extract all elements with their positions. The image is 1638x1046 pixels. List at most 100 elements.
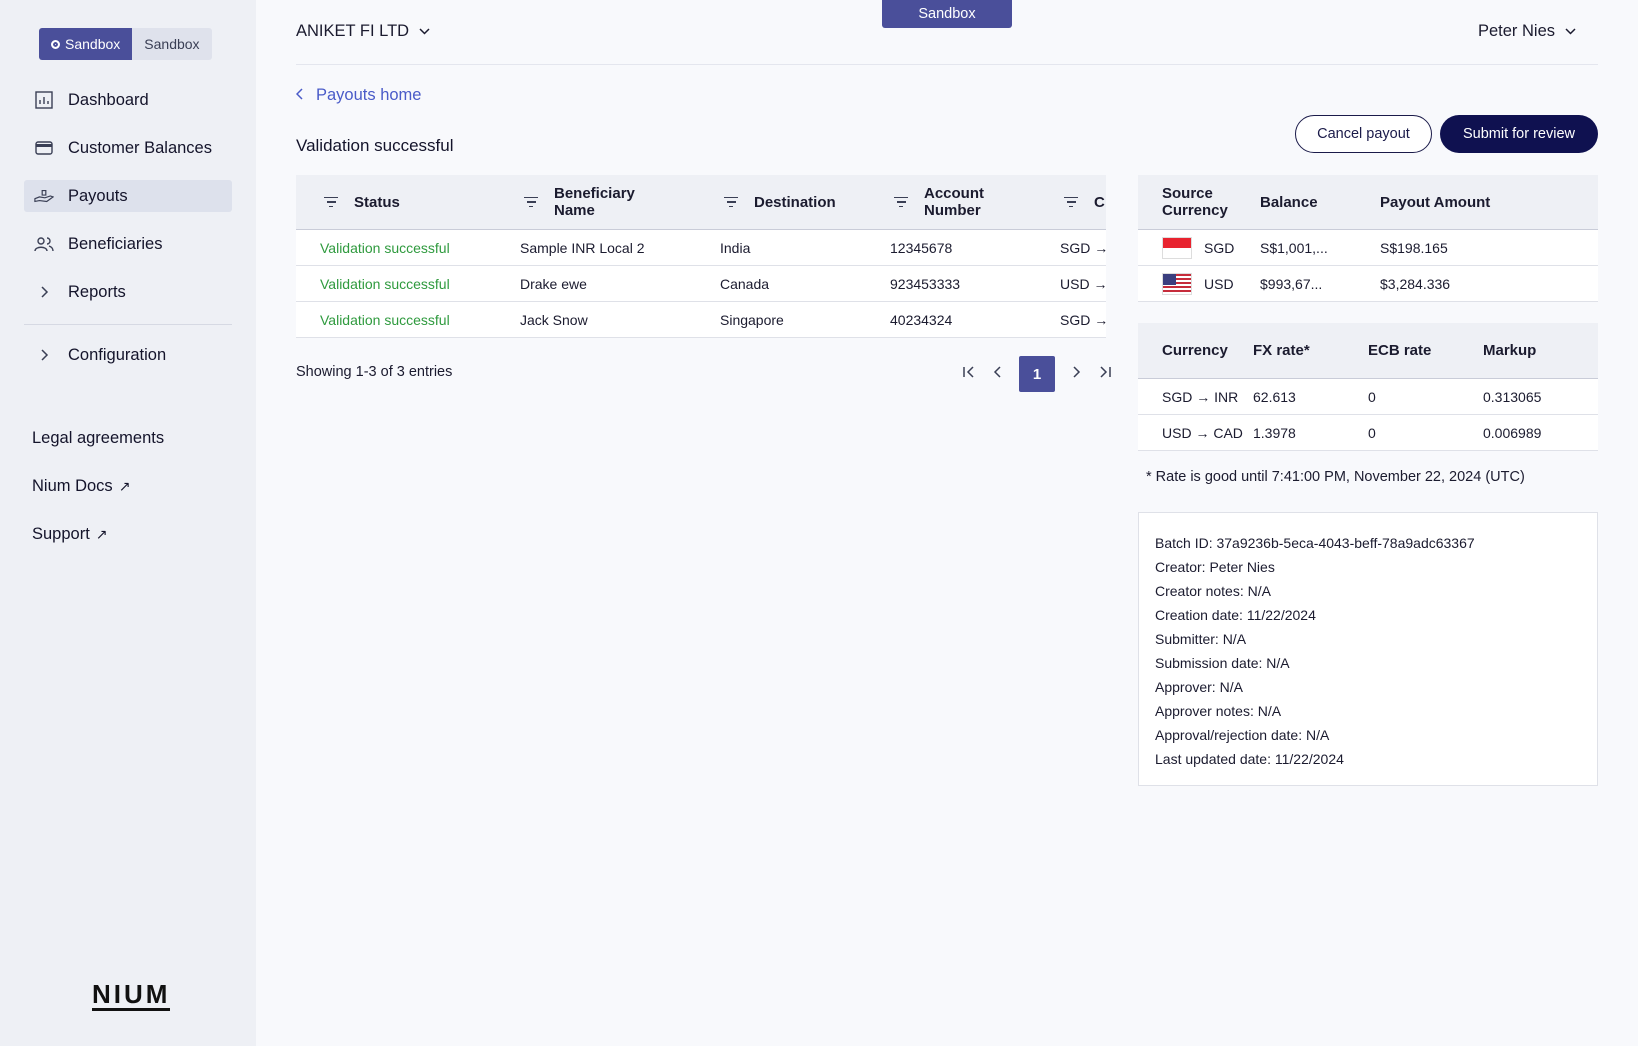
- page-title: Validation successful: [296, 136, 454, 155]
- sidebar-item-reports[interactable]: Reports: [24, 276, 232, 308]
- legal-agreements-link[interactable]: Legal agreements: [32, 414, 164, 462]
- sidebar-nav: Dashboard Customer Balances Payouts Bene…: [24, 84, 232, 387]
- rate-validity-note: * Rate is good until 7:41:00 PM, Novembe…: [1146, 469, 1525, 485]
- payouts-home-label: Payouts home: [316, 86, 422, 104]
- sidebar-item-customer-balances[interactable]: Customer Balances: [24, 132, 232, 164]
- last-page-icon[interactable]: [1091, 365, 1119, 384]
- beneficiary-cell: Jack Snow: [520, 311, 588, 328]
- payouts-home-link[interactable]: Payouts home: [295, 86, 422, 105]
- creator: Creator: Peter Nies: [1155, 559, 1275, 575]
- chevron-left-icon: [295, 87, 304, 105]
- column-header-markup: Markup: [1483, 342, 1537, 359]
- sidebar-item-beneficiaries[interactable]: Beneficiaries: [24, 228, 232, 260]
- approver: Approver: N/A: [1155, 679, 1243, 695]
- beneficiary-cell: Sample INR Local 2: [520, 239, 645, 256]
- payouts-table: Status Beneficiary Name Destination Acco…: [296, 175, 1106, 338]
- column-header-account-number[interactable]: Account Number: [866, 185, 1036, 219]
- nium-docs-label: Nium Docs: [32, 476, 113, 495]
- column-header-fx-rate: FX rate*: [1253, 342, 1310, 359]
- fx-rate-cell: 62.613: [1253, 388, 1296, 405]
- column-header-status[interactable]: Status: [296, 194, 496, 211]
- status-cell: Validation successful: [320, 239, 450, 256]
- env-option-label: Sandbox: [144, 36, 200, 52]
- column-header-beneficiary-name[interactable]: Beneficiary Name: [496, 185, 696, 219]
- environment-toggle[interactable]: Sandbox Sandbox: [39, 28, 212, 60]
- sidebar: Sandbox Sandbox Dashboard Customer Balan…: [0, 0, 256, 1046]
- filter-icon[interactable]: [1060, 196, 1082, 208]
- support-link[interactable]: Support ↗: [32, 510, 164, 558]
- column-header-label: Account Number: [924, 185, 984, 219]
- submit-for-review-button[interactable]: Submit for review: [1440, 115, 1598, 153]
- user-menu[interactable]: Peter Nies: [1478, 22, 1576, 41]
- sidebar-item-label: Customer Balances: [68, 138, 212, 157]
- destination-cell: Canada: [720, 275, 770, 292]
- column-header-label: C: [1094, 193, 1105, 211]
- nium-docs-link[interactable]: Nium Docs ↗: [32, 462, 164, 510]
- current-page-button[interactable]: 1: [1019, 356, 1055, 392]
- sidebar-item-payouts[interactable]: Payouts: [24, 180, 232, 212]
- filter-icon[interactable]: [890, 196, 912, 208]
- last-updated-date: Last updated date: 11/22/2024: [1155, 751, 1344, 767]
- column-header-label: Status: [354, 193, 400, 211]
- sidebar-item-dashboard[interactable]: Dashboard: [24, 84, 232, 116]
- first-page-icon[interactable]: [955, 365, 983, 384]
- batch-id: Batch ID: 37a9236b-5eca-4043-beff-78a9ad…: [1155, 535, 1475, 551]
- sandbox-banner: Sandbox: [882, 0, 1012, 28]
- ecb-rate-cell: 0: [1368, 388, 1376, 405]
- beneficiary-cell: Drake ewe: [520, 275, 587, 292]
- fx-rate-cell: 1.3978: [1253, 424, 1296, 441]
- destination-cell: Singapore: [720, 311, 784, 328]
- fx-rates-table: Currency FX rate* ECB rate Markup SGD → …: [1138, 323, 1598, 451]
- chevron-down-icon: [419, 26, 430, 38]
- nav-divider: [24, 324, 232, 325]
- sidebar-item-label: Payouts: [68, 186, 128, 205]
- column-header-source-currency: Source Currency: [1162, 185, 1228, 219]
- external-link-icon: ↗: [118, 477, 131, 494]
- balance-cell: S$1,001,...: [1260, 239, 1328, 256]
- table-header: Source Currency Balance Payout Amount: [1138, 175, 1598, 230]
- sidebar-item-label: Beneficiaries: [68, 234, 163, 253]
- approver-notes: Approver notes: N/A: [1155, 703, 1282, 719]
- payout-hand-icon: [34, 186, 54, 206]
- cancel-payout-button[interactable]: Cancel payout: [1295, 115, 1432, 153]
- table-row: USD $993,67... $3,284.336: [1138, 266, 1598, 302]
- column-header-balance: Balance: [1260, 193, 1318, 211]
- next-page-icon[interactable]: [1063, 365, 1091, 384]
- prev-page-icon[interactable]: [983, 365, 1011, 384]
- creator-notes: Creator notes: N/A: [1155, 583, 1271, 599]
- env-option-sandbox[interactable]: Sandbox: [132, 28, 212, 60]
- table-row: SGD → INR 62.613 0 0.313065: [1138, 379, 1598, 415]
- column-header-ecb-rate: ECB rate: [1368, 342, 1432, 359]
- table-row[interactable]: Validation successful Drake ewe Canada 9…: [296, 266, 1106, 302]
- currency-label: USD: [1204, 275, 1234, 292]
- external-link-icon: ↗: [95, 525, 108, 542]
- sidebar-links: Legal agreements Nium Docs ↗ Support ↗: [32, 414, 164, 558]
- currency-label: SGD: [1204, 239, 1235, 256]
- filter-icon[interactable]: [520, 196, 542, 208]
- column-header-payout-amount: Payout Amount: [1380, 193, 1491, 211]
- us-flag-icon: [1162, 272, 1192, 295]
- singapore-flag-icon: [1162, 236, 1192, 259]
- column-header-destination[interactable]: Destination: [696, 194, 866, 211]
- radio-dot-icon: [51, 39, 60, 49]
- dashboard-icon: [34, 90, 54, 110]
- org-selector[interactable]: ANIKET FI LTD: [296, 22, 430, 41]
- currency-pair-cell: USD → CAD: [1162, 424, 1243, 441]
- filter-icon[interactable]: [320, 196, 342, 208]
- column-header-currency: Currency: [1162, 342, 1228, 359]
- chevron-right-icon: [34, 282, 54, 302]
- sidebar-item-configuration[interactable]: Configuration: [24, 339, 232, 371]
- wallet-icon: [34, 138, 54, 158]
- table-row[interactable]: Validation successful Sample INR Local 2…: [296, 230, 1106, 266]
- column-header-currency[interactable]: C: [1036, 194, 1106, 211]
- currency-cell: SGD: [1138, 236, 1258, 259]
- env-option-sandbox-active[interactable]: Sandbox: [39, 28, 133, 60]
- balances-table: Source Currency Balance Payout Amount SG…: [1138, 175, 1598, 302]
- ecb-rate-cell: 0: [1368, 424, 1376, 441]
- account-cell: 40234324: [890, 311, 953, 328]
- filter-icon[interactable]: [720, 196, 742, 208]
- table-row[interactable]: Validation successful Jack Snow Singapor…: [296, 302, 1106, 338]
- legal-agreements-label: Legal agreements: [32, 428, 165, 447]
- table-row: SGD S$1,001,... S$198.165: [1138, 230, 1598, 266]
- submitter: Submitter: N/A: [1155, 631, 1247, 647]
